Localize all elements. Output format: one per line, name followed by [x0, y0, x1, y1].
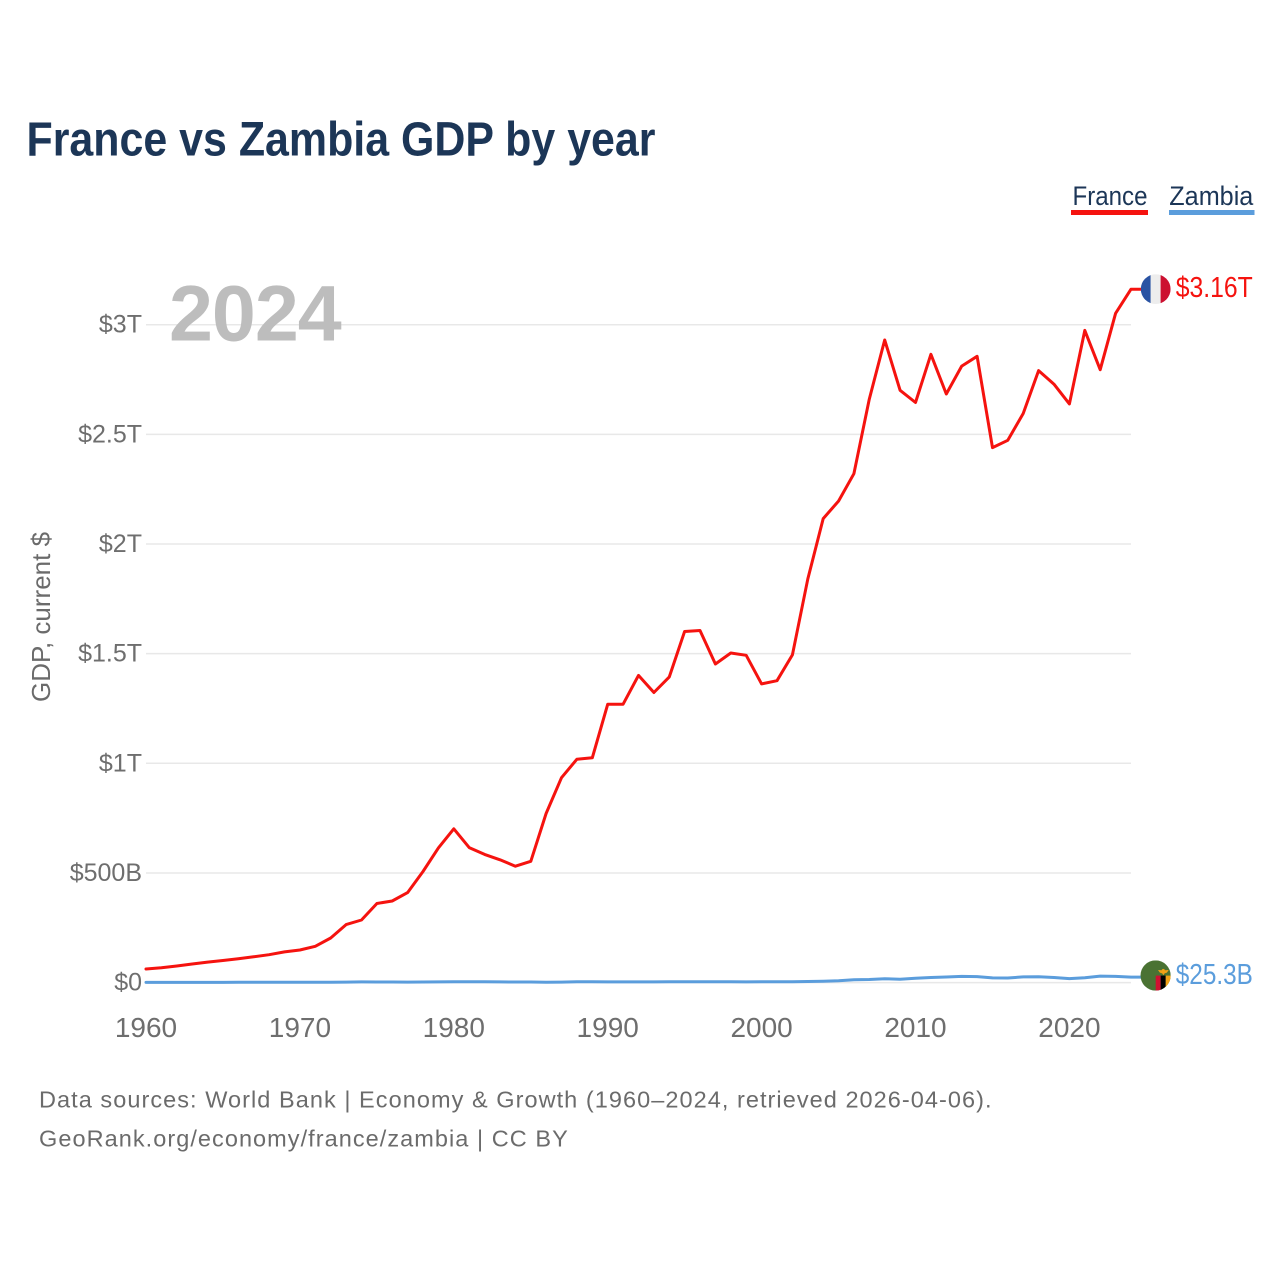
svg-text:$1.5T: $1.5T — [78, 640, 142, 668]
svg-text:1990: 1990 — [577, 1012, 639, 1043]
svg-text:Zambia: Zambia — [1169, 181, 1254, 211]
svg-text:GDP, current $: GDP, current $ — [26, 531, 56, 702]
svg-text:2010: 2010 — [884, 1012, 946, 1043]
svg-text:$3.16T: $3.16T — [1176, 272, 1253, 304]
svg-text:2000: 2000 — [730, 1012, 792, 1043]
svg-text:Data sources: World Bank | Eco: Data sources: World Bank | Economy & Gro… — [39, 1087, 993, 1113]
svg-text:$2.5T: $2.5T — [78, 420, 142, 448]
svg-text:$2T: $2T — [99, 530, 142, 558]
svg-text:1980: 1980 — [423, 1012, 485, 1043]
svg-text:$0: $0 — [114, 969, 142, 997]
svg-text:2020: 2020 — [1038, 1012, 1100, 1043]
svg-text:$3T: $3T — [99, 311, 142, 339]
svg-text:France vs Zambia GDP by year: France vs Zambia GDP by year — [27, 113, 656, 166]
svg-text:1970: 1970 — [269, 1012, 331, 1043]
svg-text:$25.3B: $25.3B — [1176, 959, 1253, 991]
svg-text:2024: 2024 — [169, 269, 342, 358]
svg-text:France: France — [1073, 181, 1148, 211]
svg-text:GeoRank.org/economy/france/zam: GeoRank.org/economy/france/zambia | CC B… — [39, 1126, 569, 1152]
svg-text:1960: 1960 — [115, 1012, 177, 1043]
svg-text:$1T: $1T — [99, 749, 142, 777]
svg-text:$500B: $500B — [70, 859, 142, 887]
